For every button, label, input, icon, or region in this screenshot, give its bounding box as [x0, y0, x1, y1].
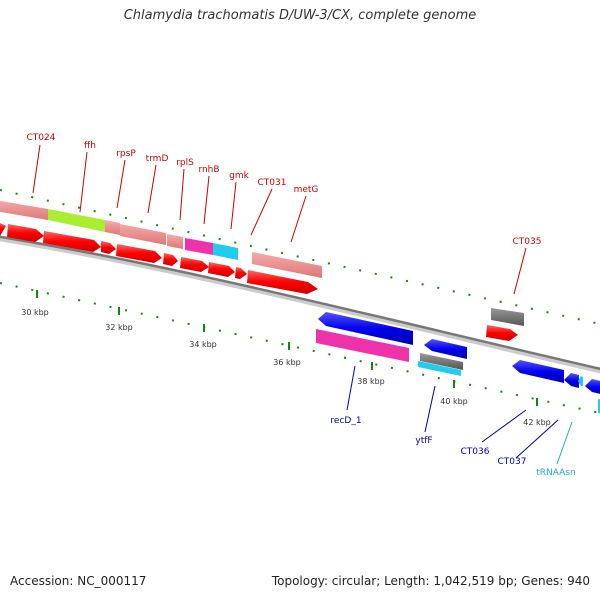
feature-ct031[interactable] [252, 252, 322, 278]
forward-gene-labels: CT024 ffh rpsP trmD rplS rnhB gmk CT031 … [27, 133, 542, 295]
cds-arrow-forward[interactable] [180, 257, 209, 272]
forward-cds-arrows [0, 222, 518, 341]
cds-arrow-reverse[interactable] [424, 339, 467, 359]
gene-label-ytff[interactable]: ytfF [415, 436, 432, 446]
map-title: Chlamydia trachomatis D/UW-3/CX, complet… [123, 8, 477, 23]
reverse-feature-band [316, 329, 600, 414]
scale-tick-label: 38 kbp [357, 377, 385, 386]
cds-arrow-forward[interactable] [247, 270, 318, 294]
gene-label-trmd[interactable]: trmD [146, 154, 169, 164]
cds-arrow-forward[interactable] [0, 222, 6, 236]
cds-arrow-forward[interactable] [235, 267, 247, 279]
cds-arrow-forward[interactable] [43, 231, 101, 252]
genome-backbone-shadow [0, 236, 600, 374]
feature-recd1[interactable] [316, 329, 409, 362]
scale-tick-label: 32 kbp [105, 323, 133, 332]
label-leader-line [481, 409, 527, 443]
label-leader-line [424, 385, 436, 433]
cds-arrow-reverse[interactable] [512, 360, 564, 383]
genome-backbone [0, 235, 600, 371]
label-leader-line [290, 195, 307, 243]
scale-tick-label: 42 kbp [523, 418, 551, 427]
gene-label-metg[interactable]: metG [294, 185, 319, 195]
gene-label-ct031[interactable]: CT031 [258, 178, 287, 188]
cds-arrow-reverse[interactable] [318, 312, 413, 345]
label-leader-line [116, 159, 126, 209]
feature-gmk[interactable] [213, 243, 238, 260]
genome-summary: Topology: circular; Length: 1,042,519 bp… [271, 574, 590, 588]
feature-ytff[interactable] [420, 353, 463, 370]
label-leader-line [230, 181, 237, 230]
scale-tick-label: 40 kbp [440, 397, 468, 406]
feature-rnhb[interactable] [185, 238, 213, 255]
cds-arrow-forward[interactable] [7, 224, 44, 242]
cds-arrow-forward[interactable] [116, 244, 162, 263]
gene-label-ct036[interactable]: CT036 [461, 447, 490, 457]
label-leader-line [203, 175, 210, 225]
gene-label-rpsp[interactable]: rpsP [116, 149, 136, 159]
scale-tick-label: 36 kbp [273, 358, 301, 367]
label-leader-line [513, 247, 527, 295]
cds-arrow-forward[interactable] [101, 241, 116, 254]
cds-arrow-reverse[interactable] [585, 379, 600, 395]
scale-ticks: 30 kbp 32 kbp 34 kbp 36 kbp 38 kbp 40 kb… [21, 290, 551, 427]
feature-ct024[interactable] [0, 200, 48, 220]
gene-label-ct035[interactable]: CT035 [513, 237, 542, 247]
gene-label-trnaasn[interactable]: tRNAAsn [536, 468, 575, 478]
feature-ytff-rna[interactable] [418, 361, 461, 376]
gene-label-rnhb[interactable]: rnhB [198, 165, 219, 175]
label-leader-line [346, 365, 356, 411]
gene-label-ct024[interactable]: CT024 [27, 133, 56, 143]
feature-rpsp[interactable] [105, 220, 120, 235]
label-leader-line [179, 168, 185, 221]
gene-label-rpls[interactable]: rplS [176, 158, 194, 168]
label-leader-line [32, 144, 41, 194]
feature-ffh[interactable] [48, 209, 105, 232]
outer-track-guide [0, 189, 600, 325]
cds-arrow-forward[interactable] [163, 253, 178, 266]
scale-tick-label: 34 kbp [189, 340, 217, 349]
cds-arrow-forward[interactable] [208, 262, 235, 277]
gene-label-ffh[interactable]: ffh [84, 141, 96, 151]
label-leader-line [556, 421, 573, 465]
cds-arrow-reverse[interactable] [564, 373, 579, 388]
gene-label-ct037[interactable]: CT037 [498, 457, 527, 467]
gene-label-recd1[interactable]: recD_1 [330, 416, 361, 426]
feature-rpls[interactable] [167, 234, 183, 249]
reverse-cds-arrows [318, 312, 600, 395]
label-leader-line [79, 151, 88, 213]
label-leader-line [515, 419, 559, 459]
gene-label-gmk[interactable]: gmk [229, 171, 249, 181]
feature-trmd[interactable] [120, 224, 166, 245]
track-guides [0, 189, 600, 414]
feature-ct035[interactable] [491, 308, 524, 326]
cds-arrow-forward[interactable] [486, 325, 518, 341]
forward-feature-band [0, 200, 524, 326]
accession-label: Accession: NC_000117 [10, 574, 147, 588]
scale-tick-label: 30 kbp [21, 308, 49, 317]
label-leader-line [250, 188, 273, 236]
reverse-gene-labels: recD_1 ytfF CT036 CT037 tRNAAsn [330, 365, 576, 478]
cds-arrow-reverse[interactable] [578, 376, 583, 386]
label-leader-line [147, 164, 157, 214]
